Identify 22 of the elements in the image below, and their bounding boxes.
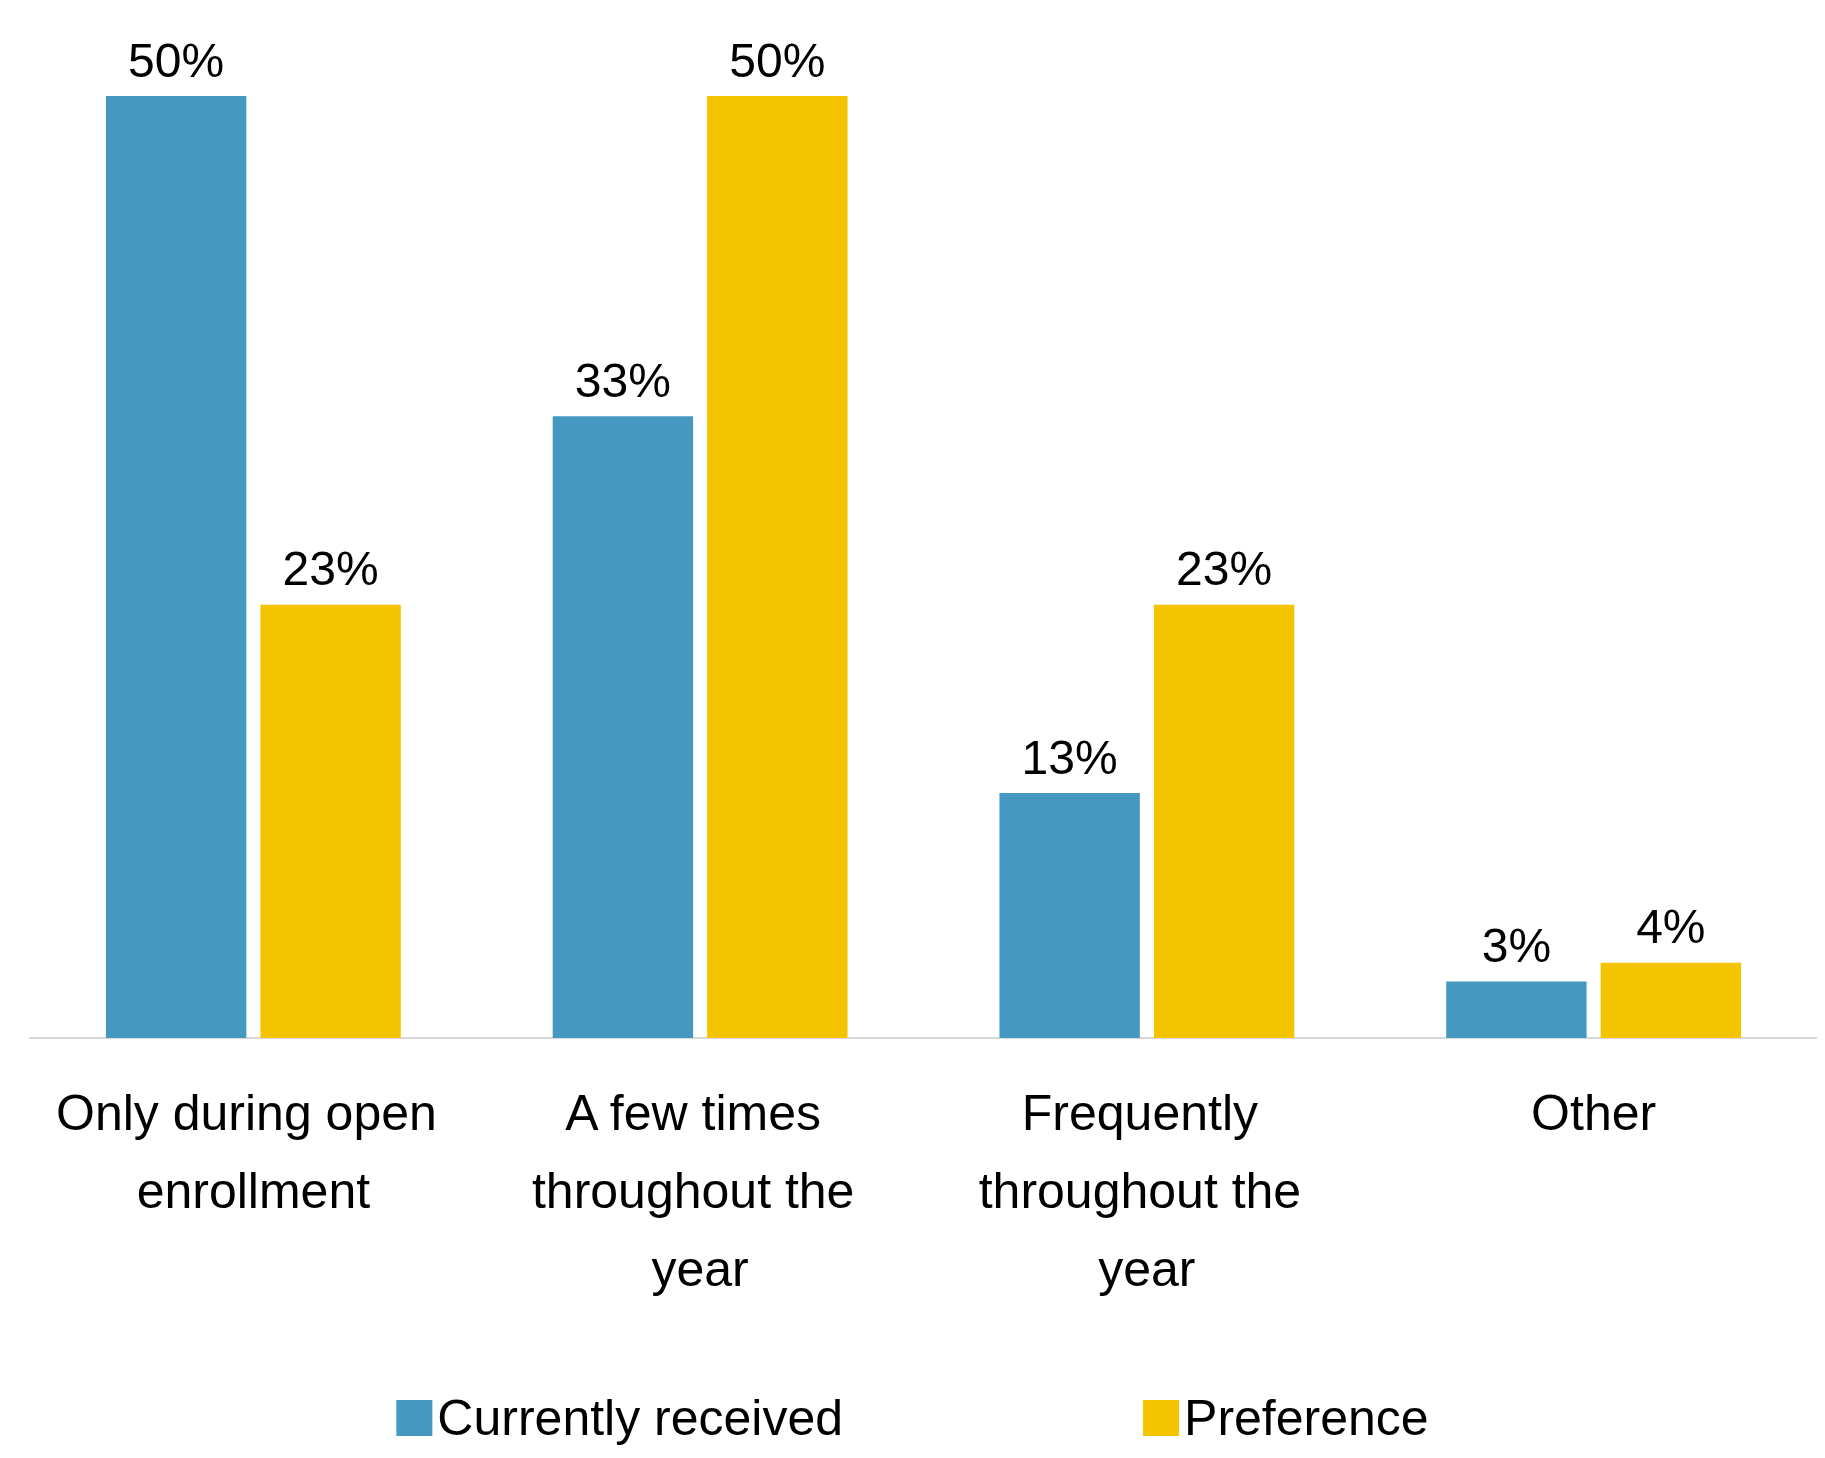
legend-label: Currently received: [437, 1390, 844, 1446]
data-label: 50%: [729, 33, 826, 87]
data-label: 3%: [1481, 918, 1552, 972]
x-tick-label: Only during open enrollment: [56, 1085, 451, 1219]
bar: [999, 793, 1140, 1038]
bar: [707, 96, 848, 1038]
bar: [1600, 962, 1742, 1038]
data-label: 23%: [282, 542, 379, 596]
bar: [1446, 981, 1587, 1038]
data-label: 50%: [128, 33, 225, 87]
data-label: 33%: [574, 353, 671, 407]
x-tick-label: Frequently throughout the year: [978, 1085, 1316, 1297]
data-label: 23%: [1176, 542, 1273, 596]
bar: [552, 416, 694, 1038]
bar: [105, 96, 247, 1038]
legend-label: Preference: [1184, 1390, 1429, 1446]
x-tick-label: A few times throughout the year: [531, 1085, 869, 1297]
data-label: 4%: [1636, 900, 1706, 954]
bar: [260, 604, 401, 1038]
data-label: 13%: [1021, 730, 1118, 784]
x-tick-label: Other: [1531, 1085, 1657, 1141]
bar: [1153, 604, 1295, 1038]
